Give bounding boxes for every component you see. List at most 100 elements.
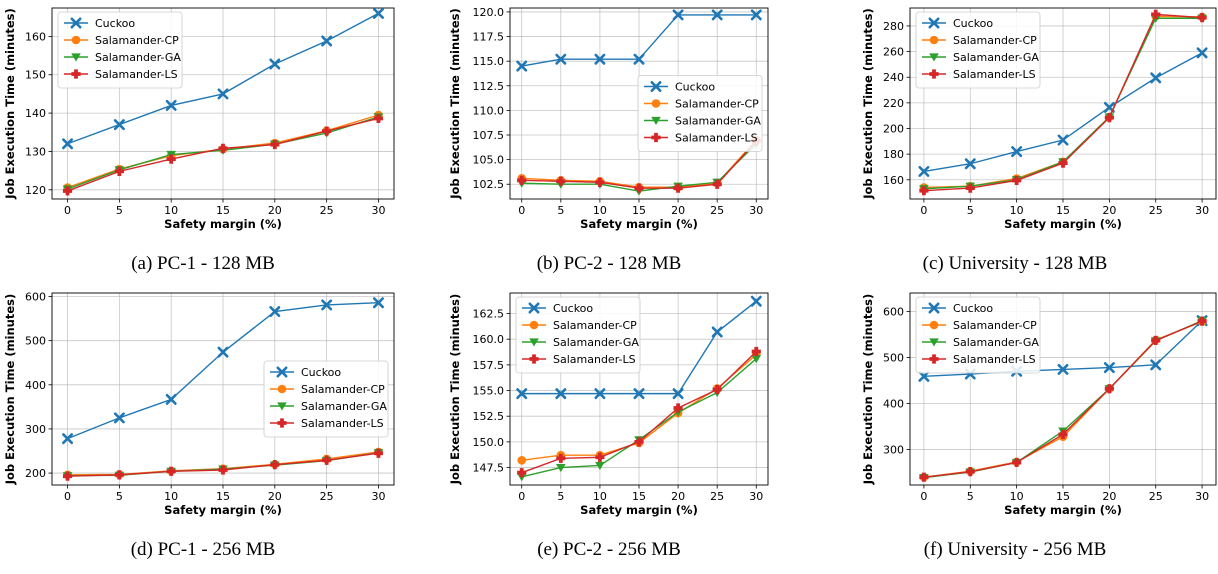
data-point [218,143,228,153]
data-point [517,175,527,185]
legend-marker [277,402,287,411]
data-point [556,453,566,463]
legend-marker [929,53,939,62]
legend-item: Salamander-GA [522,336,639,349]
legend-marker [529,320,539,330]
legend-item: Salamander-LS [922,353,1036,366]
data-point [62,186,73,196]
data-point [165,99,177,111]
legend-box [515,296,641,374]
data-point [634,437,644,447]
data-point [1150,359,1162,371]
panel-e: 0 5 10 15 20 25 30 147.5 150.0 152.5 155.0 157.5 160… [406,287,812,574]
x-axis-title: Safety margin (%) [164,217,282,231]
data-point [919,472,929,482]
data-point [113,412,125,424]
y-tick-label: 600 [25,291,46,304]
x-tick-label: 20 [268,490,282,503]
x-tick-label: 25 [710,490,724,503]
data-point [633,388,645,400]
x-tick-label: 20 [1102,204,1116,217]
plot-frame [51,292,395,486]
data-point [1151,9,1161,20]
legend-label: Salamander-GA [301,400,387,413]
x-tick-label: 25 [320,204,334,217]
data-point [672,9,684,21]
y-tick-label: 107.5 [473,129,505,142]
legend-marker [928,302,940,314]
plot-frame [51,7,395,200]
x-tick-label: 10 [164,204,178,217]
legend-item: Salamander-CP [522,319,637,332]
data-point [1012,175,1022,186]
y-tick-label: 500 [25,335,46,348]
plot-frame [909,292,1217,486]
legend-marker [528,302,540,314]
series-cuckoo [918,47,1208,177]
data-point [594,53,606,65]
data-point [634,183,644,193]
x-tick-label: 20 [1102,490,1116,503]
data-point [751,346,761,357]
series-salamander-ls [517,136,761,193]
data-point [919,186,929,196]
legend: Cuckoo Salamander-CP Salamander-GA Salamand… [915,296,1041,374]
data-point [113,119,125,131]
y-tick-label: 120.0 [473,6,505,19]
legend-marker [71,69,81,79]
legend-label: Cuckoo [95,17,135,30]
data-point [114,166,124,176]
data-point [217,88,229,100]
data-point [673,183,683,193]
legend-marker [651,132,661,143]
legend-item: Salamander-GA [64,51,181,64]
legend-item: Cuckoo [270,366,341,379]
chart-e: 0 5 10 15 20 25 30 147.5 150.0 152.5 155.0 157.5 160… [448,292,769,517]
legend-marker [70,17,82,29]
data-point [711,9,723,21]
legend-box [57,11,183,89]
x-tick-label: 0 [518,204,525,217]
data-point [516,388,528,400]
legend-label: Cuckoo [953,302,993,315]
legend-item: Salamander-CP [644,98,759,111]
data-point [965,467,975,477]
legend-label: Cuckoo [553,302,593,315]
y-axis-title: Job Execution Time (minutes) [861,8,875,200]
data-point [1151,335,1161,346]
x-tick-label: 15 [1056,490,1070,503]
x-tick-label: 15 [216,490,230,503]
data-point [594,388,606,400]
plot-frame [509,292,769,486]
x-tick-label: 5 [967,204,974,217]
caption-d: (d) PC-1 - 256 MB [130,539,276,560]
data-point [114,470,124,480]
legend-marker [277,418,287,428]
y-tick-label: 300 [883,444,904,457]
series-salamander-ls [517,346,761,478]
legend-label: Salamander-LS [553,353,636,366]
legend-marker [651,116,661,126]
caption-c: (c) University - 128 MB [922,253,1108,274]
data-point [322,455,332,465]
x-tick-label: 25 [1149,490,1163,503]
legend-box [637,75,763,152]
legend-box [915,11,1041,89]
x-axis-title: Safety margin (%) [1004,217,1122,231]
legend-label: Cuckoo [953,17,993,30]
data-point [62,138,74,150]
legend-label: Salamander-CP [301,383,385,396]
data-point [217,346,229,358]
caption-f: (f) University - 256 MB [923,539,1107,560]
x-tick-label: 0 [518,490,525,503]
panel-d: 0 5 10 15 20 25 30 200 300 400 500 600 Safety margin… [0,287,406,574]
y-tick-label: 160.0 [473,333,505,346]
y-tick-label: 150 [25,69,46,82]
x-tick-label: 15 [1056,204,1070,217]
x-tick-label: 0 [64,490,71,503]
y-tick-label: 150.0 [473,436,505,449]
data-point [673,403,683,413]
data-point [1011,146,1023,158]
data-point [712,384,722,395]
x-tick-label: 15 [632,204,646,217]
